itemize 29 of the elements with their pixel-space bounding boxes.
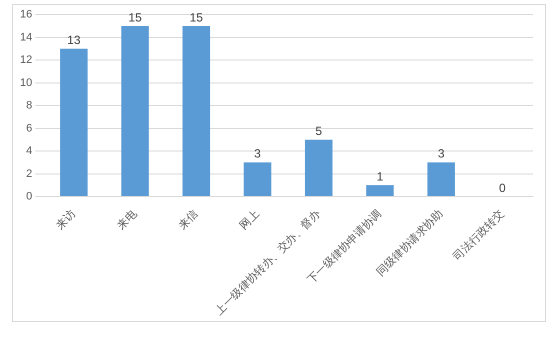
y-tick-label: 6 (26, 122, 32, 134)
y-tick-label: 2 (26, 168, 32, 180)
x-tick-label: 司法行政转交 (450, 207, 507, 264)
bar (304, 140, 333, 196)
y-tick-label: 14 (20, 31, 32, 44)
y-tick-label: 8 (26, 100, 32, 112)
bar (182, 26, 210, 196)
x-tick-label: 来访 (53, 207, 78, 232)
data-label: 0 (499, 180, 506, 195)
x-tick-label: 网上 (236, 207, 262, 232)
data-label: 3 (438, 146, 445, 161)
y-tick-label: 10 (20, 76, 32, 89)
y-tick-label: 4 (26, 145, 32, 158)
data-label: 15 (128, 10, 142, 24)
data-label: 13 (67, 33, 81, 48)
bar (427, 162, 455, 196)
x-tick-label: 来电 (114, 207, 140, 232)
x-tick-label: 来信 (176, 207, 200, 232)
data-label: 3 (254, 146, 262, 161)
y-tick-label: 0 (26, 190, 32, 203)
data-label: 15 (190, 10, 204, 24)
y-tick-label: 12 (20, 54, 32, 66)
data-label: 5 (315, 124, 322, 138)
data-label: 1 (376, 169, 384, 184)
y-tick-label: 16 (20, 8, 32, 21)
bar (121, 26, 149, 196)
bar (60, 48, 88, 196)
bar (244, 162, 272, 196)
bar (366, 185, 394, 196)
